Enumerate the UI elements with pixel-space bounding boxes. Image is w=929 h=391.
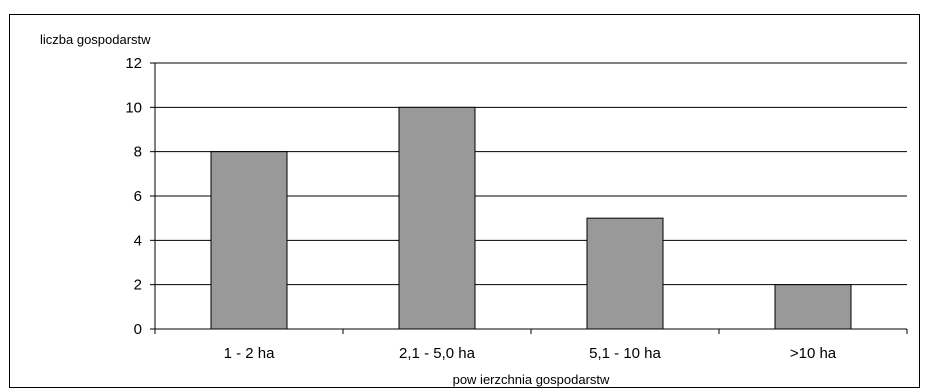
bars <box>210 106 852 330</box>
bar-1 <box>210 151 288 330</box>
y-tick-label: 4 <box>134 232 142 249</box>
bar-3 <box>586 217 664 330</box>
y-tick-label: 2 <box>134 277 142 294</box>
y-tick-label: 10 <box>125 99 142 116</box>
bar-2 <box>398 106 476 330</box>
x-tick-label: 1 - 2 ha <box>224 345 276 362</box>
x-axis-title: pow ierzchnia gospodarstw <box>453 372 610 387</box>
y-tick-label: 12 <box>125 55 142 72</box>
bar-4 <box>774 284 852 330</box>
y-ticks: 0 2 4 6 8 10 12 <box>125 55 155 338</box>
y-axis-title: liczba gospodarstw <box>40 32 151 47</box>
y-tick-label: 0 <box>134 321 142 338</box>
x-ticks: 1 - 2 ha 2,1 - 5,0 ha 5,1 - 10 ha >10 ha <box>154 329 908 362</box>
y-tick-label: 8 <box>134 144 142 161</box>
x-tick-label: 2,1 - 5,0 ha <box>399 345 476 362</box>
x-tick-label: 5,1 - 10 ha <box>589 345 661 362</box>
x-tick-label: >10 ha <box>790 345 837 362</box>
y-tick-label: 6 <box>134 188 142 205</box>
